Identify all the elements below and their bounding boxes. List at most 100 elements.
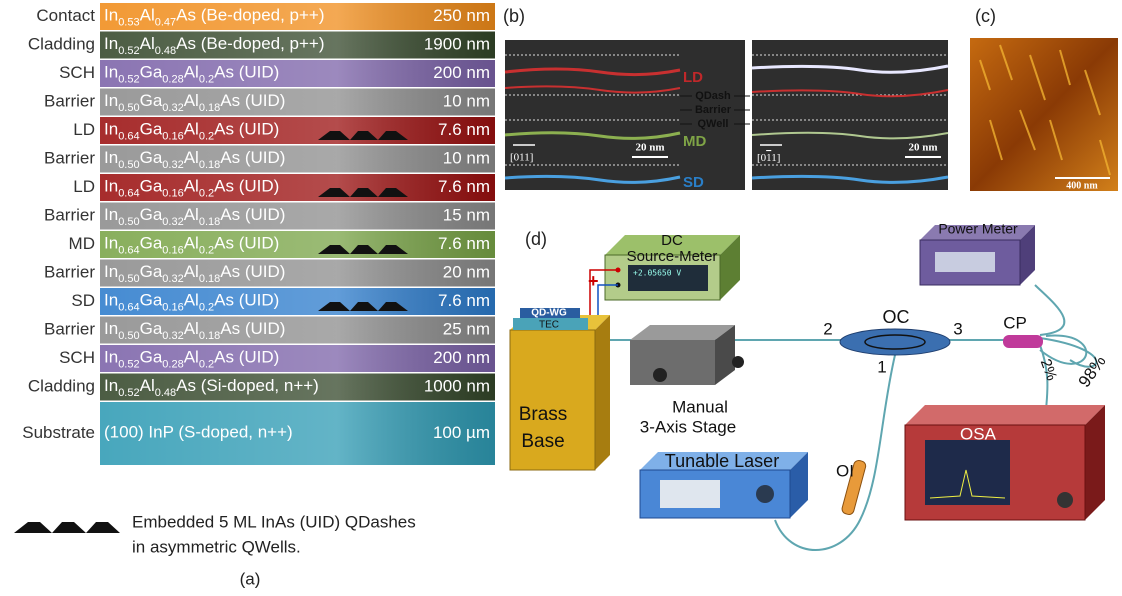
figure: ContactIn0.53Al0.47As (Be-doped, p++)250… bbox=[0, 0, 1122, 596]
tem-annotation: QWell bbox=[698, 118, 729, 130]
layer-thickness: 10 nm bbox=[443, 148, 490, 167]
layer-name: Substrate bbox=[22, 423, 95, 442]
qdash-icon bbox=[318, 302, 408, 311]
material-part: 0.16 bbox=[162, 244, 183, 256]
material-part: As (UID) bbox=[220, 205, 285, 224]
scale-label: 20 nm bbox=[635, 142, 664, 154]
layer-thickness: 15 nm bbox=[443, 205, 490, 224]
panel-label: (b) bbox=[503, 6, 525, 26]
material-part: Al bbox=[184, 291, 199, 310]
afm-image bbox=[970, 38, 1118, 191]
material-part: In bbox=[104, 205, 118, 224]
material-part: 0.50 bbox=[118, 330, 139, 342]
polarity: + bbox=[588, 271, 599, 291]
direction: [011] bbox=[510, 152, 533, 164]
material-part: In bbox=[104, 177, 118, 196]
layer-name: Barrier bbox=[44, 262, 95, 281]
device-label: TEC bbox=[539, 320, 559, 331]
material-part: 0.64 bbox=[118, 187, 139, 199]
legend-text: Embedded 5 ML InAs (UID) QDashes bbox=[132, 512, 416, 531]
material-part: 0.48 bbox=[155, 45, 176, 57]
display-reading: +2.05650 V bbox=[633, 269, 681, 278]
direction: [011] bbox=[757, 152, 780, 164]
material-part: 0.52 bbox=[118, 45, 139, 57]
material-part: As (UID) bbox=[214, 177, 279, 196]
material-part: Al bbox=[140, 34, 155, 53]
port-label: 1 bbox=[877, 357, 886, 376]
layer-thickness: 10 nm bbox=[443, 91, 490, 110]
layer-name: Barrier bbox=[44, 91, 95, 110]
device-label: Manual bbox=[672, 397, 728, 416]
material-part: Al bbox=[184, 262, 199, 281]
layer-thickness: 7.6 nm bbox=[438, 177, 490, 196]
material-part: Ga bbox=[140, 91, 163, 110]
device-label: OSA bbox=[960, 424, 997, 443]
material-part: As (Be-doped, p++) bbox=[176, 34, 324, 53]
layer-thickness: 20 nm bbox=[443, 262, 490, 281]
device-label: QD-WG bbox=[531, 308, 567, 319]
material-part: Ga bbox=[140, 262, 163, 281]
device-label: CP bbox=[1003, 313, 1027, 332]
layer-material: (100) InP (S-doped, n++) bbox=[104, 423, 293, 442]
layer-thickness: 7.6 nm bbox=[438, 291, 490, 310]
layer-thickness: 200 nm bbox=[433, 348, 490, 367]
material-part: Ga bbox=[140, 291, 163, 310]
material-part: In bbox=[104, 34, 118, 53]
device-label: Tunable Laser bbox=[665, 451, 779, 471]
material-part: In bbox=[104, 262, 118, 281]
material-part: 0.2 bbox=[199, 130, 214, 142]
material-part: As (UID) bbox=[220, 262, 285, 281]
material-part: 0.16 bbox=[162, 301, 183, 313]
material-part: As (Be-doped, p++) bbox=[176, 6, 324, 25]
material-part: 0.50 bbox=[118, 102, 139, 114]
material-part: In bbox=[104, 148, 118, 167]
material-part: 0.32 bbox=[162, 102, 183, 114]
material-part: As (Si-doped, n++) bbox=[176, 376, 319, 395]
material-part: Al bbox=[184, 148, 199, 167]
scale-label: 20 nm bbox=[908, 142, 937, 154]
material-part: In bbox=[104, 348, 118, 367]
material-part: Ga bbox=[140, 319, 163, 338]
device-label: 3-Axis Stage bbox=[640, 417, 736, 436]
material-part: As (UID) bbox=[214, 120, 279, 139]
direction-part: 1] bbox=[771, 152, 780, 164]
layer-name: Barrier bbox=[44, 148, 95, 167]
stage bbox=[630, 325, 744, 385]
material-part: 0.48 bbox=[155, 387, 176, 399]
material-part: 0.18 bbox=[199, 216, 220, 228]
material-part: 0.2 bbox=[199, 244, 214, 256]
device-label: Power Meter bbox=[938, 221, 1018, 237]
material-part: Al bbox=[184, 234, 199, 253]
material-part: Ga bbox=[140, 148, 163, 167]
material-part: 0.2 bbox=[199, 73, 214, 85]
material-part: 0.64 bbox=[118, 301, 139, 313]
layer-thickness: 100 µm bbox=[433, 423, 490, 442]
material-part: 0.2 bbox=[199, 301, 214, 313]
material-part: 0.50 bbox=[118, 216, 139, 228]
material-part: In bbox=[104, 120, 118, 139]
split-label: 98% bbox=[1075, 352, 1110, 391]
device-label: Source-Meter bbox=[627, 248, 718, 265]
material-part: Al bbox=[184, 177, 199, 196]
material-part: 0.32 bbox=[162, 330, 183, 342]
layer-name: Cladding bbox=[28, 376, 95, 395]
material-part: In bbox=[104, 234, 118, 253]
material-part: 0.52 bbox=[118, 73, 139, 85]
layer-name: MD bbox=[69, 234, 95, 253]
material-part: 0.32 bbox=[162, 159, 183, 171]
qdash-icon bbox=[318, 131, 408, 140]
qdash-icon bbox=[318, 188, 408, 197]
tem-annotation: LD bbox=[683, 69, 703, 86]
material-part: Al bbox=[184, 348, 199, 367]
material-part: Ga bbox=[140, 120, 163, 139]
material-part: 0.32 bbox=[162, 273, 183, 285]
layer-name: LD bbox=[73, 177, 95, 196]
material-part: Ga bbox=[140, 234, 163, 253]
material-part: In bbox=[104, 91, 118, 110]
circulator bbox=[840, 329, 950, 355]
scale-label: 400 nm bbox=[1066, 180, 1098, 191]
material-part: As (UID) bbox=[214, 234, 279, 253]
material-part: Al bbox=[184, 91, 199, 110]
port-label: 3 bbox=[953, 319, 962, 338]
layer-thickness: 1900 nm bbox=[424, 34, 490, 53]
